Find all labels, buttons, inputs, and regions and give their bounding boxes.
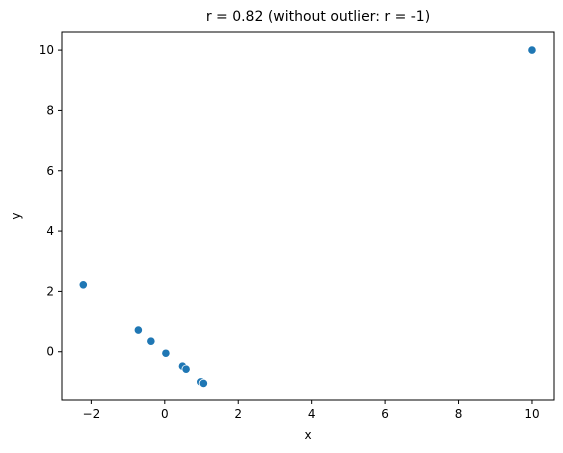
y-tick-label: 4 — [46, 224, 54, 238]
data-point — [78, 280, 88, 290]
y-tick-label: 2 — [46, 284, 54, 298]
x-tick-label: 10 — [524, 407, 539, 421]
data-point — [198, 378, 208, 389]
data-point — [146, 336, 156, 346]
chart-title: r = 0.82 (without outlier: r = -1) — [206, 9, 430, 25]
y-tick-label: 0 — [46, 345, 54, 359]
data-point — [133, 325, 143, 335]
y-axis-label: y — [9, 212, 23, 219]
plot-area: −2 0 2 4 6 8 10 0 2 4 6 8 10 — [39, 31, 555, 421]
plot-frame — [61, 31, 555, 401]
x-tick-label: 2 — [234, 407, 242, 421]
x-axis-label: x — [304, 428, 311, 442]
x-tick-label: 0 — [161, 407, 169, 421]
data-point — [161, 348, 171, 358]
x-tick-label: 8 — [455, 407, 463, 421]
data-point — [181, 364, 191, 374]
x-axis-ticks: −2 0 2 4 6 8 10 — [83, 400, 540, 421]
y-tick-label: 10 — [39, 43, 54, 57]
x-tick-label: −2 — [83, 407, 101, 421]
y-tick-label: 8 — [46, 103, 54, 117]
y-tick-label: 6 — [46, 164, 54, 178]
data-points — [78, 45, 537, 389]
x-tick-label: 4 — [308, 407, 316, 421]
x-tick-label: 6 — [381, 407, 389, 421]
data-point — [527, 45, 537, 55]
y-axis-ticks: 0 2 4 6 8 10 — [39, 43, 62, 359]
